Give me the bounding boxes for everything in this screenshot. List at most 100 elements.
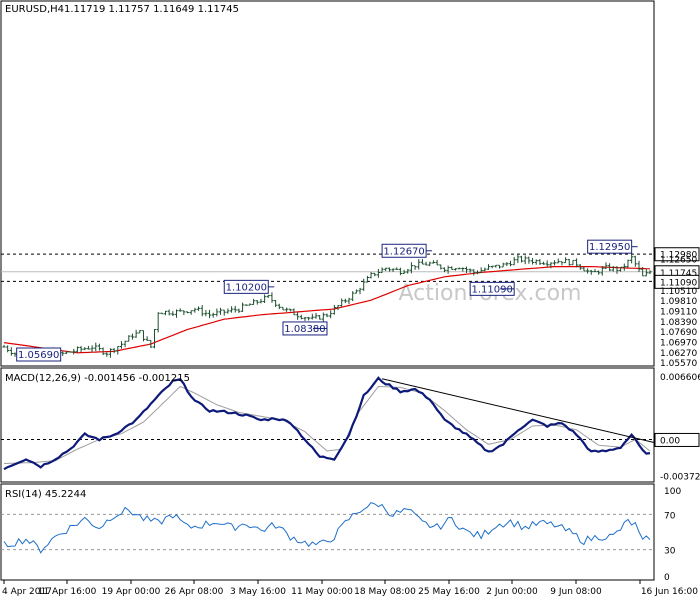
x-tick-label: 26 Apr 08:00 [165,587,224,597]
annotation-1.12670: 1.12670 [381,243,433,258]
price-bar [446,265,450,274]
price-bar [622,263,626,271]
rsi-tick-label: 30 [664,547,676,557]
price-bar [556,258,560,264]
price-bar [519,255,524,263]
price-bar [457,267,461,270]
price-bar [215,308,219,317]
price-bar [508,260,513,267]
price-bar [127,335,131,342]
x-tick-label: 19 Apr 00:00 [102,587,161,597]
macd-label: MACD(12,26,9) -0.001456 -0.001215 [5,373,190,384]
price-bar [6,345,10,353]
price-bar [483,267,487,272]
price-bar [479,267,483,274]
price-bar [226,308,230,314]
price-bar [395,267,399,270]
price-levels [1,253,654,282]
price-bar [545,260,549,268]
price-bar [450,266,454,270]
price-bar [281,306,285,311]
price-bar [340,298,344,307]
price-bar [211,312,215,318]
price-tick-label: 1.10510 [660,287,697,297]
price-bar [68,351,72,353]
price-bar [189,310,193,315]
x-tick-label: 18 May 08:00 [354,587,416,597]
price-tick-label: 1.09110 [660,307,697,317]
price-bar [468,268,472,273]
price-bar [362,278,366,291]
price-bar [314,312,318,319]
price-bar [461,267,465,272]
price-bar [376,268,380,278]
price-bar [358,287,362,295]
price-bar [108,348,113,358]
price-bar [630,254,634,264]
price-bar [332,304,336,315]
x-tick-label: 2 Jun 00:00 [486,587,538,597]
price-bar [94,342,98,352]
price-bar [152,328,157,349]
rsi-levels [1,513,654,551]
price-tick-label: 1.12980 [660,251,697,261]
annotation-label: 1.08380 [284,324,325,335]
annotation-1.08380: 1.08380 [282,321,328,336]
macd-tick-box [654,432,700,447]
price-bar [233,305,237,313]
price-bar [244,304,248,306]
price-bar [134,329,138,338]
price-bar [240,302,245,312]
price-bar [182,310,186,316]
price-bar [534,259,538,265]
price-annotations: 1.05690 1.10200 1.08380 1.12670 1.11090 1.129… [16,239,638,362]
price-bar [409,262,414,274]
price-tick-label: 1.11745 [660,269,697,279]
price-bar [196,306,201,311]
price-bar [633,255,637,267]
price-bar [90,345,94,353]
price-bar [116,346,120,355]
price-bar [435,259,439,266]
price-bar [641,267,645,277]
rsi-line [3,502,651,554]
price-bar [391,268,395,272]
price-bar [72,348,76,355]
price-bar [145,336,149,341]
price-bar [373,272,377,277]
price-bar [428,261,432,267]
x-tick-label: 4 Apr 2017 [2,587,52,597]
price-panel-frame [0,0,655,367]
price-bar [97,343,102,351]
price-bar [611,266,615,272]
annotation-box [223,279,269,294]
price-bar [538,259,542,265]
price-tick-box [654,247,700,262]
price-bar [417,259,421,270]
price-bar [200,305,204,317]
price-bar [549,262,553,269]
price-bar [560,261,564,266]
price-bar [464,266,469,273]
price-tick-label: 1.06270 [660,349,697,359]
x-tick-label: 25 May 16:00 [418,587,480,597]
price-bar [251,298,256,305]
price-bar [263,294,267,304]
price-bar [589,269,593,275]
price-tick-label: 1.08390 [660,318,697,328]
price-bar [453,268,458,271]
price-bar [472,269,476,276]
price-bar [523,255,527,265]
price-bar [619,266,623,272]
price-bar [615,266,619,274]
x-tick-label: 11 May 00:00 [291,587,353,597]
price-bar [600,266,604,276]
price-bar [270,292,274,303]
price-bar [61,351,65,357]
annotation-box [16,347,62,362]
price-bar [420,258,425,265]
price-bar [486,264,491,270]
rsi-axis: 100 70 30 0 [664,487,681,583]
price-bar [608,263,612,272]
price-bar [527,256,531,264]
